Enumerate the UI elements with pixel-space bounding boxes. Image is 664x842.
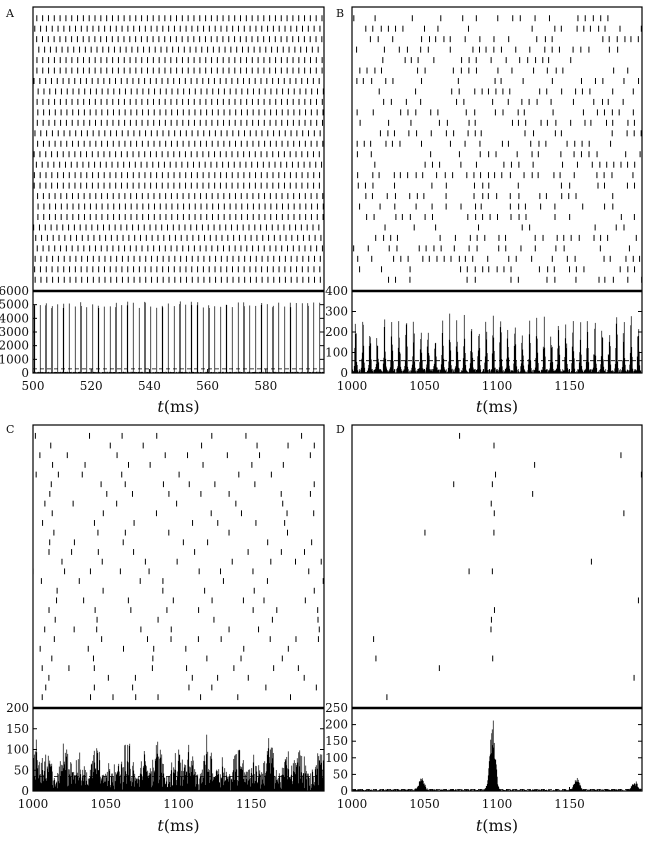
y-tick-label: 2000 bbox=[0, 339, 29, 353]
x-tick-label: 1100 bbox=[482, 379, 513, 393]
panel-c: C 0 50 100 150 200 1000 1050 1100 1150 t(ms) bbox=[6, 423, 325, 835]
x-tick-label: 520 bbox=[80, 379, 103, 393]
y-tick-label: 100 bbox=[325, 751, 348, 765]
y-tick-label: 200 bbox=[325, 325, 348, 339]
x-axis-label: t(ms) bbox=[476, 397, 518, 416]
histogram-d bbox=[351, 720, 643, 791]
x-tick-label: 1050 bbox=[409, 797, 440, 811]
x-tick-label: 500 bbox=[22, 379, 45, 393]
x-axis-label: t(ms) bbox=[476, 816, 518, 835]
x-tick-label: 1100 bbox=[163, 797, 194, 811]
x-tick-label: 1150 bbox=[554, 797, 585, 811]
y-tick-label: 0 bbox=[340, 784, 348, 798]
x-axis-label: t(ms) bbox=[157, 397, 199, 416]
y-tick-label: 50 bbox=[333, 767, 348, 781]
x-axis-label: t(ms) bbox=[157, 816, 199, 835]
y-tick-label: 0 bbox=[21, 366, 29, 380]
x-tick-label: 1000 bbox=[18, 797, 49, 811]
panel-label-d: D bbox=[336, 423, 345, 436]
raster-b bbox=[353, 15, 643, 283]
histogram-a bbox=[32, 301, 325, 373]
y-tick-label: 0 bbox=[21, 784, 29, 798]
x-axis-label-var: t bbox=[476, 397, 483, 416]
y-tick-label: 100 bbox=[325, 346, 348, 360]
y-tick-label: 50 bbox=[14, 763, 29, 777]
x-tick-label: 1050 bbox=[90, 797, 121, 811]
panel-d: D 0 50 100 150 200 250 1000 1050 1100 1150 t(ms) bbox=[325, 423, 643, 835]
y-tick-label: 0 bbox=[340, 366, 348, 380]
x-tick-label: 1000 bbox=[337, 797, 368, 811]
x-tick-label: 560 bbox=[196, 379, 219, 393]
y-tick-label: 200 bbox=[325, 718, 348, 732]
y-tick-label: 3000 bbox=[0, 325, 29, 339]
y-tick-label: 300 bbox=[325, 305, 348, 319]
y-tick-label: 1000 bbox=[0, 352, 29, 366]
y-tick-label: 4000 bbox=[0, 311, 29, 325]
y-tick-label: 200 bbox=[6, 701, 29, 715]
y-tick-label: 150 bbox=[6, 722, 29, 736]
x-tick-label: 540 bbox=[138, 379, 161, 393]
panel-label-a: A bbox=[5, 7, 15, 20]
y-tick-label: 150 bbox=[325, 734, 348, 748]
y-tick-label: 5000 bbox=[0, 298, 29, 312]
histogram-b bbox=[351, 313, 643, 373]
raster-c bbox=[32, 432, 324, 701]
histogram-c bbox=[32, 734, 325, 791]
x-tick-label: 1000 bbox=[337, 379, 368, 393]
x-tick-label: 580 bbox=[254, 379, 277, 393]
raster-a bbox=[33, 15, 325, 283]
panel-label-c: C bbox=[6, 423, 14, 436]
y-tick-label: 6000 bbox=[0, 284, 29, 298]
panel-frame bbox=[32, 6, 325, 374]
x-axis-label-var: t bbox=[476, 816, 483, 835]
x-axis-label-unit: (ms) bbox=[482, 816, 518, 835]
raster-d bbox=[373, 432, 642, 701]
panel-b: B 0 100 200 300 400 1000 1050 1100 1150 t(ms) bbox=[325, 6, 643, 416]
x-axis-label-var: t bbox=[157, 816, 164, 835]
panel-frame bbox=[351, 424, 643, 792]
y-tick-label: 250 bbox=[325, 701, 348, 715]
y-tick-label: 400 bbox=[325, 284, 348, 298]
x-axis-label-unit: (ms) bbox=[164, 816, 200, 835]
x-axis-label-unit: (ms) bbox=[482, 397, 518, 416]
x-tick-label: 1150 bbox=[236, 797, 267, 811]
x-tick-label: 1050 bbox=[409, 379, 440, 393]
x-axis-label-unit: (ms) bbox=[164, 397, 200, 416]
x-tick-label: 1100 bbox=[482, 797, 513, 811]
x-tick-label: 1150 bbox=[554, 379, 585, 393]
y-tick-label: 100 bbox=[6, 743, 29, 757]
panel-frame bbox=[32, 424, 325, 792]
panel-frame bbox=[351, 6, 643, 374]
x-axis-label-var: t bbox=[157, 397, 164, 416]
panel-label-b: B bbox=[336, 7, 344, 20]
